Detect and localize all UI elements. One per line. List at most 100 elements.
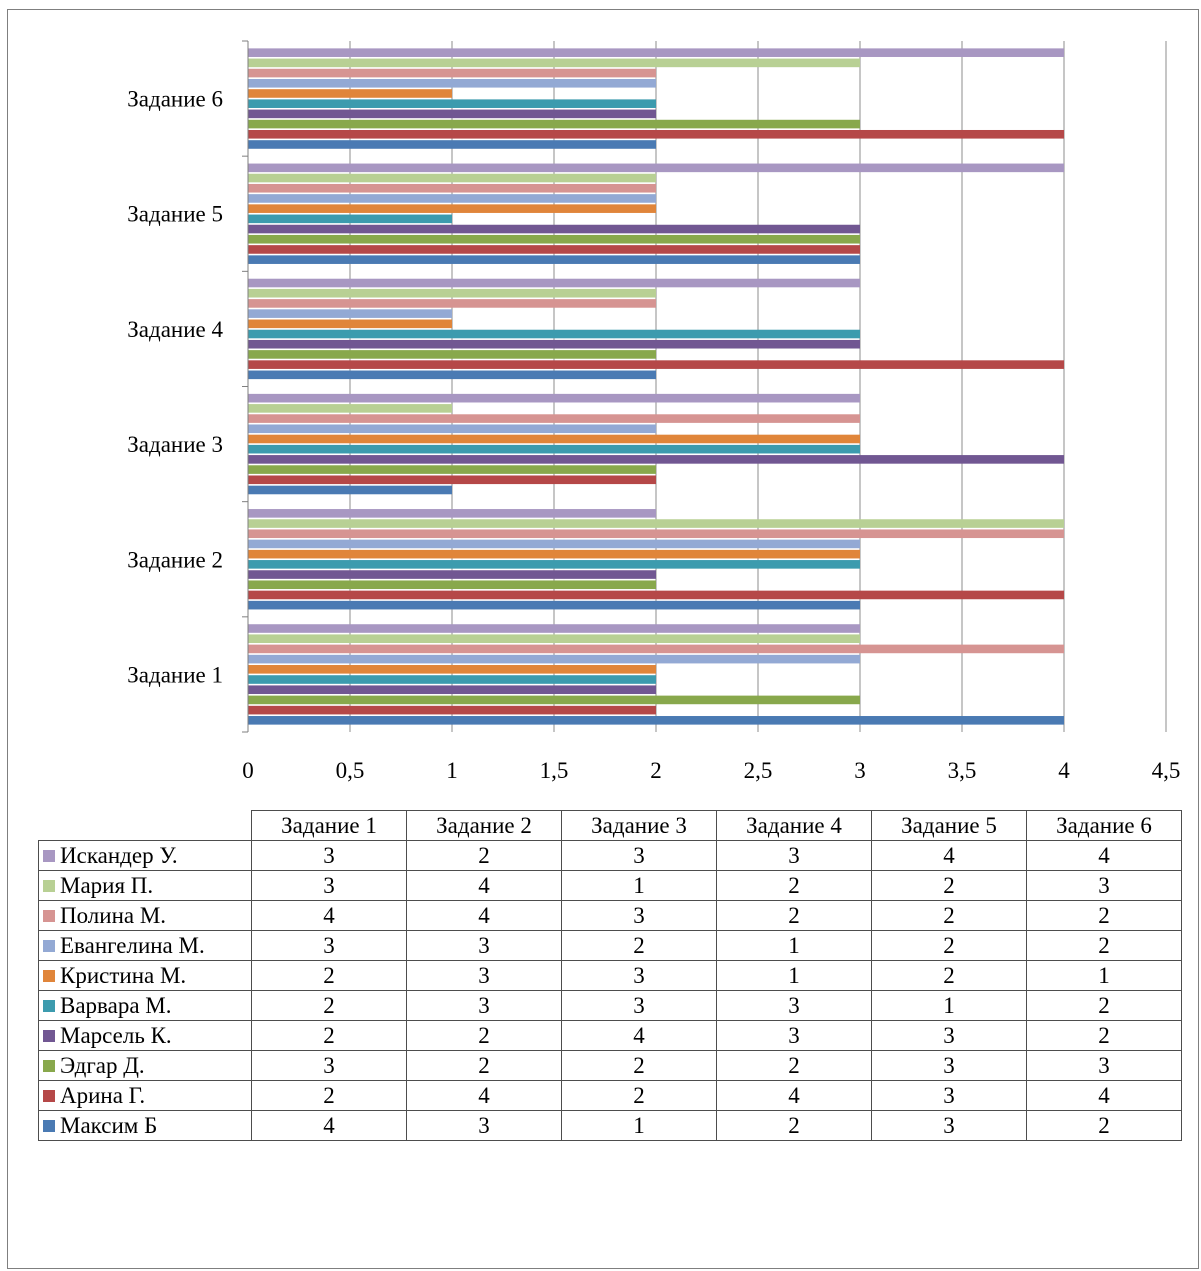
column-header: Задание 6 [1026,810,1182,841]
legend-swatch [43,910,55,922]
legend-entry: Мария П. [38,870,252,901]
table-cell: 2 [1026,930,1182,961]
x-tick-label: 0,5 [336,758,365,783]
bar [248,634,860,644]
bar [248,99,656,108]
table-row: Полина М. 4 4 3 2 2 2 [38,900,1182,931]
legend-label: Варвара М. [60,993,172,1018]
y-category-label: Задание 4 [127,317,223,342]
table-cell: 2 [251,990,407,1021]
table-cell: 3 [871,1050,1027,1081]
legend-entry: Арина Г. [38,1080,252,1111]
table-cell: 2 [406,1050,562,1081]
table-cell: 4 [1026,840,1182,871]
bars [248,48,1064,725]
bar [248,309,452,318]
table-cell: 3 [251,870,407,901]
bar [248,68,656,78]
table-cell: 2 [871,930,1027,961]
table-cell: 2 [1026,900,1182,931]
table-cell: 2 [871,960,1027,991]
bar [248,414,860,423]
bar [248,424,656,434]
legend-entry: Полина М. [38,900,252,931]
bar [248,665,656,674]
table-cell: 4 [716,1080,872,1111]
table-cell: 3 [871,1020,1027,1051]
table-cell: 4 [251,1110,407,1141]
bar [248,58,860,68]
legend-swatch [43,1090,55,1102]
legend-label: Евангелина М. [60,933,205,958]
bar [248,48,1064,57]
legend-entry: Искандер У. [38,840,252,871]
bar [248,705,656,715]
bar [248,78,656,88]
table-cell: 3 [1026,870,1182,901]
bar [248,549,860,559]
legend-entry: Евангелина М. [38,930,252,961]
legend-label: Марсель К. [60,1023,172,1048]
legend-label: Максим Б [60,1113,158,1138]
bar [248,278,860,288]
x-tick-label: 4,5 [1152,758,1181,783]
x-tick-label: 1 [446,758,458,783]
x-tick-label: 2,5 [744,758,773,783]
legend-entry: Кристина М. [38,960,252,991]
table-cell: 4 [1026,1080,1182,1111]
legend-entry: Марсель К. [38,1020,252,1051]
table-row: Арина Г. 2 4 2 4 3 4 [38,1080,1182,1111]
table-cell: 1 [1026,960,1182,991]
legend-label: Мария П. [60,873,154,898]
y-category-label: Задание 1 [127,662,223,687]
bar-chart: 0 0,5 1 1,5 2 2,5 3 3,5 4 4,5 Задание 1 Задание 2 За… [127,40,1180,783]
table-cell: 3 [251,1050,407,1081]
table-body: Искандер У. 3 2 3 3 4 4 Мария П. 3 4 1 2 2 3 Полина М.… [38,840,1182,1141]
table-row: Мария П. 3 4 1 2 2 3 [38,870,1182,901]
bar [248,404,452,413]
table-cell: 2 [561,1080,717,1111]
table-cell: 2 [871,870,1027,901]
chart-frame [7,9,1199,1269]
table-cell: 2 [251,960,407,991]
table-cell: 3 [561,840,717,871]
axis-labels: 0 0,5 1 1,5 2 2,5 3 3,5 4 4,5 Задание 1 Задание 2 За… [127,87,1180,783]
table-row: Варвара М. 2 3 3 3 1 2 [38,990,1182,1021]
bar [248,580,656,590]
table-cell: 3 [406,960,562,991]
table-row: Искандер У. 3 2 3 3 4 4 [38,840,1182,871]
bar [248,360,1064,369]
table-cell: 3 [716,990,872,1021]
bar [248,214,452,224]
table-cell: 2 [1026,1020,1182,1051]
legend-swatch [43,1000,55,1012]
legend-entry: Эдгар Д. [38,1050,252,1081]
table-cell: 2 [716,1110,872,1141]
table-cell: 2 [561,1050,717,1081]
table-cell: 4 [561,1020,717,1051]
bar [248,529,1064,539]
legend-swatch [43,1030,55,1042]
x-tick-label: 0 [242,758,254,783]
bar [248,509,656,518]
table-cell: 2 [406,840,562,871]
legend-swatch [43,1120,55,1132]
bar [248,204,656,213]
table-cell: 3 [561,990,717,1021]
table-cell: 1 [561,1110,717,1141]
table-cell: 2 [716,1050,872,1081]
table-cell: 4 [406,1080,562,1111]
table-cell: 1 [716,930,872,961]
bar [248,654,860,664]
y-category-label: Задание 2 [127,547,223,572]
table-cell: 3 [716,1020,872,1051]
bar [248,600,860,610]
y-category-label: Задание 3 [127,432,223,457]
table-cell: 4 [251,900,407,931]
bar [248,465,656,474]
table-row: Кристина М. 2 3 3 1 2 1 [38,960,1182,991]
x-tick-label: 1,5 [540,758,569,783]
bar [248,109,656,119]
table-cell: 2 [1026,1110,1182,1141]
bar [248,675,656,684]
